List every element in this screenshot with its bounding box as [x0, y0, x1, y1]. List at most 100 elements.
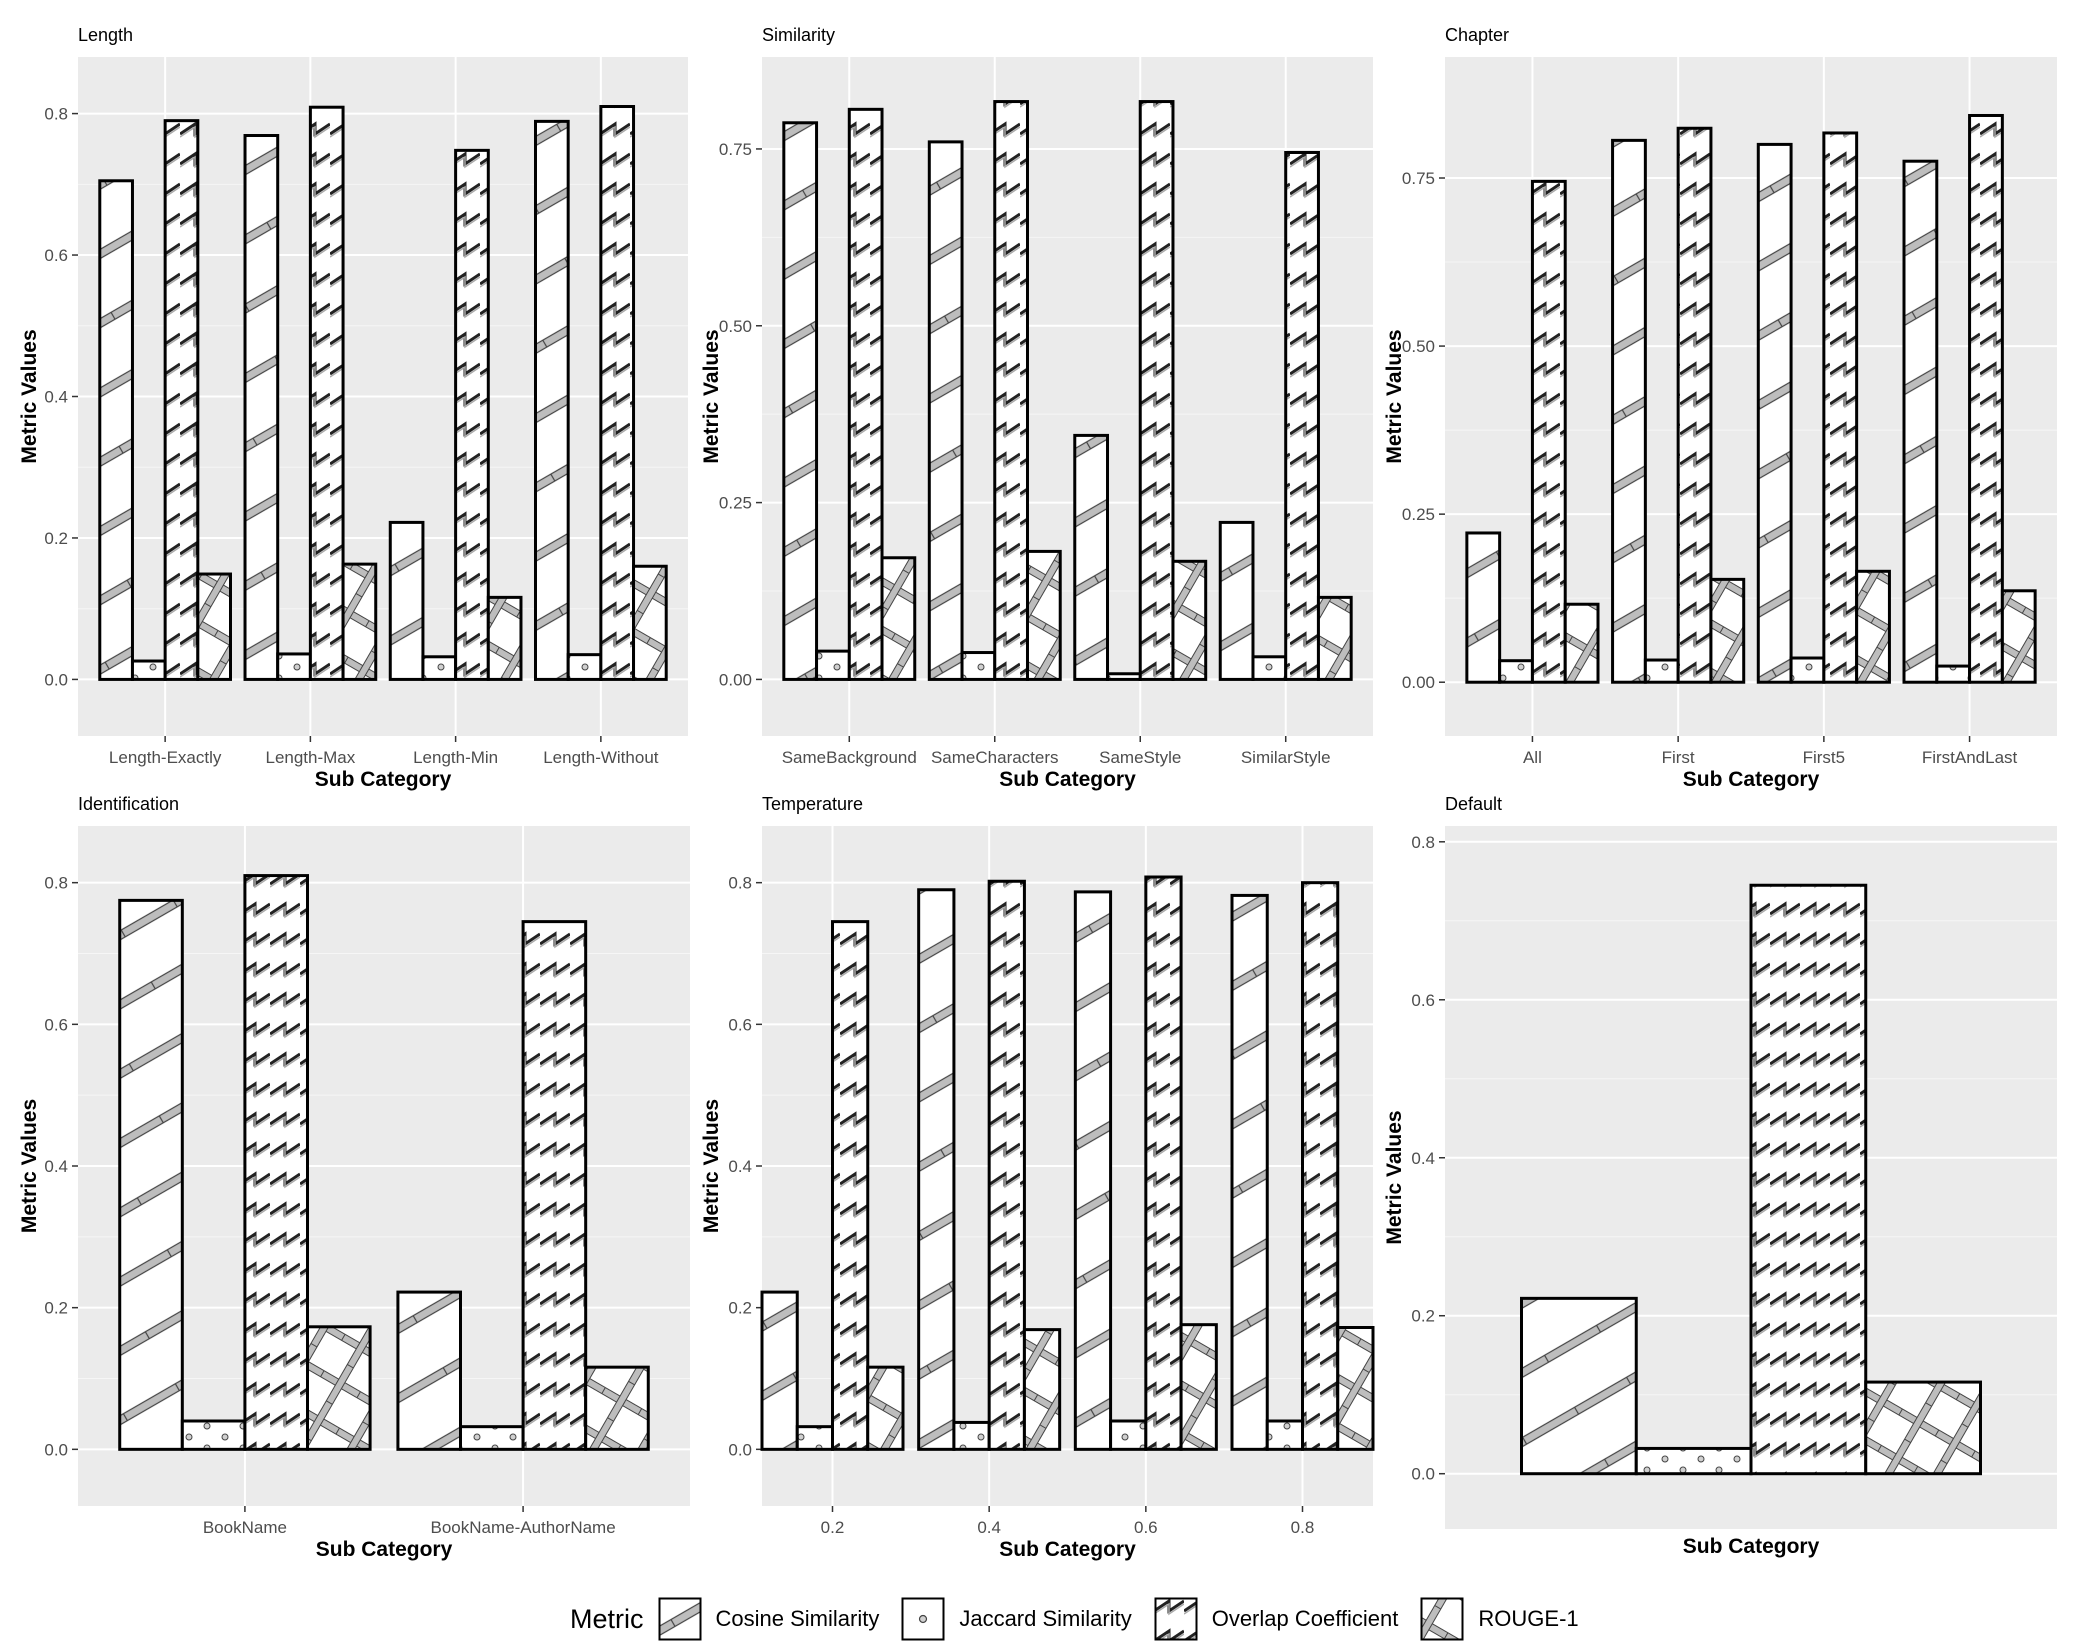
bar-rouge-samebackground [880, 556, 917, 681]
bar-cosine-similarstyle [1218, 520, 1255, 681]
bar-rouge-default [1864, 1380, 1982, 1476]
bar-overlap-similarstyle [1284, 150, 1320, 681]
legend: Metric Cosine Similarity Jaccard Similar… [570, 1594, 1601, 1644]
x-axis-title: Sub Category [999, 768, 1136, 791]
bar-overlap-bookname-authorname [521, 920, 588, 1451]
y-tick-label: 0.6 [44, 246, 68, 265]
legend-label: Cosine Similarity [715, 1606, 880, 1631]
y-tick-label: 0.4 [728, 1157, 752, 1176]
bar-overlap-first [1676, 126, 1713, 684]
y-tick-label: 0.25 [1402, 505, 1435, 524]
bar-rouge-length-max [341, 562, 378, 681]
bar-rouge-length-exactly [196, 572, 232, 681]
bar-overlap-samecharacters [993, 100, 1029, 681]
y-tick-label: 0.0 [44, 670, 68, 689]
bar-jaccard-length-min [421, 655, 458, 681]
bar-cosine-0-6 [1073, 890, 1113, 1451]
bar-cosine-samebackground [782, 121, 819, 681]
bar-overlap-samebackground [847, 107, 884, 681]
bar-jaccard-length-without [566, 653, 603, 681]
y-tick-label: 0.8 [728, 874, 752, 893]
x-tick-label: SameStyle [1099, 748, 1181, 767]
legend-item-overlap-coefficient: Overlap Coefficient [1154, 1597, 1398, 1641]
bar-jaccard-firstandlast [1935, 664, 1972, 684]
y-tick-label: 0.4 [1411, 1149, 1435, 1168]
bar-rouge-firstandlast [2000, 589, 2037, 684]
y-axis-title: Metric Values [18, 1099, 41, 1233]
bar-overlap-bookname [243, 874, 309, 1451]
y-tick-label: 0.6 [44, 1015, 68, 1034]
bar-jaccard-bookname [180, 1419, 247, 1451]
bar-cosine-length-min [388, 520, 425, 681]
y-axis-title: Metric Values [1383, 329, 1406, 463]
x-axis-title: Sub Category [316, 1538, 453, 1561]
bar-rouge-0-2 [866, 1365, 905, 1451]
legend-key-zigzag [1154, 1597, 1198, 1641]
bar-jaccard-bookname-authorname [459, 1425, 525, 1451]
bar-jaccard-samecharacters [960, 651, 997, 681]
y-axis-title: Metric Values [700, 1099, 723, 1233]
x-tick-label: 0.4 [977, 1518, 1001, 1537]
y-axis-title: Metric Values [18, 329, 41, 463]
legend-key-stripe [658, 1597, 701, 1641]
y-tick-label: 0.4 [44, 388, 68, 407]
bar-cosine-default [1520, 1296, 1638, 1476]
x-axis-title: Sub Category [999, 1538, 1136, 1561]
bar-jaccard-default [1634, 1446, 1753, 1476]
bar-cosine-length-without [534, 119, 570, 681]
x-tick-label: First [1662, 748, 1695, 767]
x-axis-title: Sub Category [315, 768, 452, 791]
y-tick-label: 0.6 [1411, 991, 1435, 1010]
y-tick-label: 0.8 [44, 874, 68, 893]
y-tick-label: 0.2 [44, 529, 68, 548]
bar-cosine-firstandlast [1902, 159, 1939, 684]
legend-label: Jaccard Similarity [959, 1606, 1132, 1631]
bar-cosine-all [1465, 531, 1502, 684]
legend-key-crosshatch [1420, 1597, 1464, 1641]
bar-cosine-length-max [243, 134, 280, 681]
panel-title: Identification [78, 794, 179, 814]
bar-rouge-length-without [632, 564, 668, 681]
bar-rouge-bookname [306, 1325, 372, 1451]
panel-title: Similarity [762, 25, 835, 45]
bar-jaccard-0-2 [795, 1425, 834, 1451]
bar-cosine-0-8 [1230, 893, 1269, 1451]
bar-jaccard-length-max [276, 652, 312, 681]
chart-panel-chapter: 0.00 0.25 0.50 0.75 All First First5 FirstAndLa… [1383, 25, 2057, 791]
x-tick-label: SameBackground [782, 748, 917, 767]
bar-cosine-bookname [118, 898, 184, 1451]
bar-rouge-first [1709, 577, 1746, 684]
y-tick-label: 0.2 [44, 1299, 68, 1318]
bar-overlap-0-6 [1144, 875, 1183, 1451]
y-tick-label: 0.50 [1402, 337, 1435, 356]
x-tick-label: Length-Min [413, 748, 498, 767]
bar-jaccard-0-6 [1109, 1419, 1148, 1451]
y-tick-label: 0.2 [1411, 1307, 1435, 1326]
legend-item-rouge-1: ROUGE-1 [1420, 1597, 1579, 1641]
bar-jaccard-length-exactly [130, 659, 167, 681]
x-axis-title: Sub Category [1683, 1535, 1820, 1558]
bar-rouge-0-4 [1022, 1328, 1062, 1451]
bar-overlap-all [1530, 179, 1567, 684]
panel-title: Default [1445, 794, 1502, 814]
chart-panel-temperature: 0.0 0.2 0.4 0.6 0.8 0.2 0.4 0.6 0.8 Temperature Su… [700, 794, 1375, 1561]
chart-panel-length: 0.0 0.2 0.4 0.6 0.8 Length-Exactly Length-Max L… [18, 25, 688, 791]
bar-jaccard-samestyle [1106, 672, 1142, 681]
x-tick-label: All [1523, 748, 1542, 767]
y-tick-label: 0.00 [719, 670, 752, 689]
x-tick-label: First5 [1803, 748, 1846, 767]
x-tick-label: 0.8 [1291, 1518, 1315, 1537]
legend-item-jaccard-similarity: Jaccard Similarity [901, 1597, 1132, 1641]
bar-jaccard-all [1498, 659, 1534, 684]
legend-key-circle [901, 1597, 945, 1641]
x-tick-label: SimilarStyle [1241, 748, 1331, 767]
x-tick-label: Length-Without [543, 748, 659, 767]
bar-jaccard-similarstyle [1251, 655, 1288, 681]
y-tick-label: 0.75 [719, 140, 752, 159]
bar-cosine-0-4 [917, 888, 956, 1451]
bar-overlap-0-8 [1301, 881, 1340, 1451]
chart-panel-identification: 0.0 0.2 0.4 0.6 0.8 BookName BookName-AuthorNa… [18, 794, 690, 1561]
bar-rouge-length-min [486, 595, 523, 681]
bar-jaccard-0-4 [952, 1420, 991, 1451]
